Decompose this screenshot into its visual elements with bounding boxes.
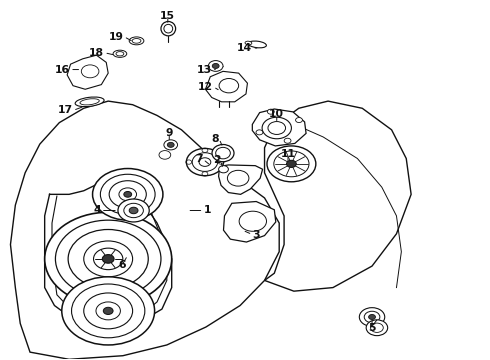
Text: 13: 13 xyxy=(196,64,212,75)
Ellipse shape xyxy=(164,24,172,33)
Circle shape xyxy=(239,211,267,231)
Polygon shape xyxy=(265,101,411,291)
Circle shape xyxy=(192,153,218,171)
Polygon shape xyxy=(67,55,108,89)
Circle shape xyxy=(219,166,228,173)
Circle shape xyxy=(68,229,148,288)
Circle shape xyxy=(268,122,286,134)
Circle shape xyxy=(268,109,274,114)
Text: 2: 2 xyxy=(213,155,220,165)
Circle shape xyxy=(103,307,113,315)
Circle shape xyxy=(366,320,388,336)
Ellipse shape xyxy=(75,97,104,107)
Ellipse shape xyxy=(113,50,127,57)
Circle shape xyxy=(94,248,123,270)
Circle shape xyxy=(364,311,380,323)
Ellipse shape xyxy=(129,37,144,45)
Polygon shape xyxy=(223,202,276,242)
Text: 11: 11 xyxy=(280,149,295,159)
Text: 4: 4 xyxy=(93,206,101,216)
Circle shape xyxy=(119,188,137,201)
Text: 19: 19 xyxy=(109,32,124,41)
Ellipse shape xyxy=(161,22,175,36)
Circle shape xyxy=(359,308,385,326)
Text: 10: 10 xyxy=(270,109,284,120)
Circle shape xyxy=(129,207,138,214)
Circle shape xyxy=(164,140,177,150)
Circle shape xyxy=(118,199,149,222)
Text: 6: 6 xyxy=(118,260,125,270)
Circle shape xyxy=(100,174,155,215)
Circle shape xyxy=(45,212,172,306)
Ellipse shape xyxy=(80,99,99,105)
Circle shape xyxy=(262,117,292,139)
Text: 17: 17 xyxy=(58,105,73,116)
Circle shape xyxy=(124,203,144,218)
Circle shape xyxy=(55,220,161,298)
Circle shape xyxy=(102,255,114,263)
Text: 12: 12 xyxy=(198,82,213,92)
Polygon shape xyxy=(219,165,263,194)
Circle shape xyxy=(62,277,155,345)
Circle shape xyxy=(84,241,133,277)
Circle shape xyxy=(186,148,223,176)
Polygon shape xyxy=(252,109,306,146)
Ellipse shape xyxy=(245,41,252,45)
Text: 9: 9 xyxy=(166,128,173,138)
Text: 15: 15 xyxy=(160,11,175,21)
Polygon shape xyxy=(205,71,247,102)
Circle shape xyxy=(219,78,239,93)
Ellipse shape xyxy=(216,147,230,159)
Ellipse shape xyxy=(248,41,267,48)
Circle shape xyxy=(109,181,147,208)
Text: 1: 1 xyxy=(203,206,211,216)
Text: 16: 16 xyxy=(55,64,70,75)
Ellipse shape xyxy=(212,144,234,162)
Circle shape xyxy=(212,63,219,68)
Text: 18: 18 xyxy=(89,48,104,58)
Circle shape xyxy=(227,170,249,186)
Circle shape xyxy=(81,65,99,78)
Circle shape xyxy=(287,160,296,167)
Circle shape xyxy=(159,150,171,159)
Circle shape xyxy=(124,192,132,197)
Text: 5: 5 xyxy=(368,323,376,333)
Circle shape xyxy=(256,130,263,135)
Circle shape xyxy=(284,138,291,143)
Circle shape xyxy=(93,168,163,220)
Circle shape xyxy=(199,158,211,166)
Circle shape xyxy=(167,142,174,147)
Circle shape xyxy=(370,323,383,332)
Circle shape xyxy=(267,146,316,182)
Text: 7: 7 xyxy=(196,154,203,164)
Circle shape xyxy=(295,118,302,122)
Text: 14: 14 xyxy=(237,43,252,53)
Ellipse shape xyxy=(132,39,141,43)
Ellipse shape xyxy=(116,51,124,56)
Circle shape xyxy=(72,284,145,338)
Circle shape xyxy=(84,293,133,329)
Polygon shape xyxy=(10,101,279,359)
Circle shape xyxy=(208,60,223,71)
Circle shape xyxy=(274,151,309,177)
Circle shape xyxy=(368,315,375,319)
Text: 3: 3 xyxy=(252,230,260,239)
Circle shape xyxy=(96,302,121,320)
Text: 8: 8 xyxy=(212,134,219,144)
